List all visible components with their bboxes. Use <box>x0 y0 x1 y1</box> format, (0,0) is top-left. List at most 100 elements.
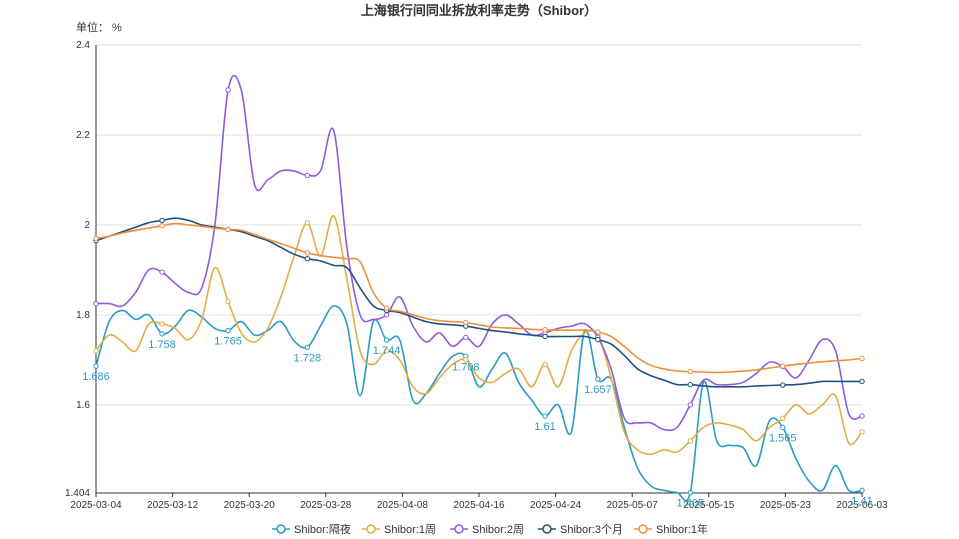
grid-lines <box>96 44 862 406</box>
data-point <box>225 87 231 93</box>
y-tick-label: 2 <box>84 220 90 231</box>
data-point <box>463 319 469 326</box>
legend-label: Shibor:隔夜 <box>294 522 351 536</box>
data-point <box>542 327 548 333</box>
data-point <box>463 334 469 341</box>
legend-swatch-marker <box>276 524 286 534</box>
x-tick-label: 2025-03-04 <box>70 500 122 511</box>
data-point <box>595 329 601 335</box>
legend-item[interactable]: Shibor:1周 <box>362 523 436 536</box>
data-point <box>859 355 865 362</box>
x-tick-label: 2025-04-08 <box>377 500 429 511</box>
data-label: 1.61 <box>534 421 555 433</box>
data-point <box>383 305 390 311</box>
data-point <box>383 312 390 318</box>
x-tick-label: 2025-03-20 <box>224 500 276 511</box>
legend-label: Shibor:2周 <box>472 523 524 536</box>
data-label: 1.708 <box>452 361 480 373</box>
data-point <box>225 226 231 233</box>
data-point <box>304 255 311 262</box>
legend-item[interactable]: Shibor:1年 <box>634 522 708 536</box>
data-point <box>304 344 311 350</box>
legend-swatch-marker <box>638 524 648 534</box>
data-point <box>159 223 165 229</box>
data-point <box>93 363 99 369</box>
data-label: 1.744 <box>373 345 401 357</box>
data-point <box>687 438 694 444</box>
data-point <box>595 376 601 382</box>
data-point <box>383 348 390 354</box>
data-point <box>225 327 231 334</box>
legend-swatch-marker <box>542 524 552 534</box>
x-tick-label: 2025-03-12 <box>147 500 199 511</box>
series-line <box>95 305 863 502</box>
y-tick-label: 1.404 <box>65 488 90 499</box>
legend-label: Shibor:1年 <box>656 522 708 536</box>
data-label: 1.758 <box>148 339 176 351</box>
data-point <box>780 424 786 431</box>
series-line <box>95 222 863 374</box>
data-point <box>687 489 694 496</box>
data-point <box>859 413 865 419</box>
series-line <box>95 74 863 432</box>
legend-item[interactable]: Shibor:2周 <box>450 523 524 536</box>
x-tick-label: 2025-05-07 <box>607 500 659 511</box>
data-point <box>542 361 548 368</box>
axes: 1.404 1.6 1.8 2 2.2 2.4 2025-03-04 2025-03-12 20… <box>65 40 888 511</box>
data-point <box>463 357 469 363</box>
data-point <box>780 363 786 369</box>
data-point <box>159 331 165 337</box>
data-point <box>780 382 786 388</box>
legend-label: Shibor:1周 <box>384 523 436 536</box>
data-point <box>225 298 231 305</box>
data-point <box>687 402 694 408</box>
y-tick-label: 2.2 <box>76 130 90 141</box>
legend-swatch-marker <box>454 524 464 534</box>
data-point <box>159 269 165 275</box>
data-label: 1.657 <box>584 384 612 396</box>
data-point <box>304 172 311 179</box>
legend[interactable]: Shibor:隔夜 Shibor:1周 Shibor:2周 Shibor:3个月 Shi… <box>272 522 708 536</box>
series-group <box>93 74 865 502</box>
data-point <box>93 235 99 242</box>
x-tick-label: 2025-05-15 <box>683 500 735 511</box>
series-line <box>95 215 863 456</box>
y-tick-label: 2.4 <box>76 40 90 51</box>
data-point <box>859 429 865 435</box>
data-point <box>159 217 165 224</box>
data-label: 1.405 <box>677 498 705 510</box>
data-point <box>93 348 99 354</box>
data-label: 1.41 <box>851 495 872 507</box>
legend-label: Shibor:3个月 <box>560 523 623 536</box>
data-point <box>780 415 786 422</box>
data-label: 1.765 <box>214 336 242 348</box>
x-tick-label: 2025-04-24 <box>530 500 582 511</box>
data-point <box>159 321 165 327</box>
data-label: 1.728 <box>294 352 322 364</box>
data-point <box>542 333 548 340</box>
data-point <box>859 487 865 494</box>
data-point <box>304 219 311 226</box>
legend-item[interactable]: Shibor:隔夜 <box>272 522 351 536</box>
data-point <box>687 381 694 388</box>
data-labels: 1.686 1.758 1.765 1.728 1.744 1.708 1.61 1.657 1… <box>82 336 872 510</box>
data-label: 1.565 <box>769 432 797 444</box>
data-point <box>595 336 601 343</box>
data-point <box>687 368 694 375</box>
x-tick-label: 2025-03-28 <box>300 500 352 511</box>
chart-title: 上海银行间同业拆放利率走势（Shibor） <box>361 3 597 18</box>
y-axis-unit-label: 单位： % <box>76 20 122 34</box>
x-tick-label: 2025-05-23 <box>760 500 812 511</box>
x-tick-label: 2025-04-16 <box>453 500 505 511</box>
data-point <box>93 300 99 307</box>
legend-swatch-marker <box>366 524 376 534</box>
y-tick-label: 1.8 <box>76 310 90 321</box>
legend-item[interactable]: Shibor:3个月 <box>538 523 623 536</box>
data-point <box>859 378 865 385</box>
data-label: 1.686 <box>82 371 110 383</box>
x-tick-label: 2025-06-03 <box>836 500 888 511</box>
data-point <box>304 250 311 256</box>
y-tick-label: 1.6 <box>76 400 90 411</box>
data-point <box>383 337 390 343</box>
